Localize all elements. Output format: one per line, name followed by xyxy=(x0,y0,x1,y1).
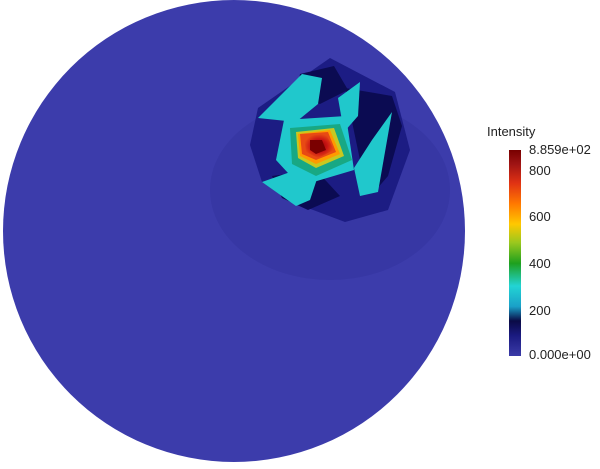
colorbar-min-label: 0.000e+00 xyxy=(529,347,591,362)
colorbar-bar xyxy=(509,150,521,356)
colorbar-max-label: 8.859e+02 xyxy=(529,142,591,157)
colorbar-title: Intensity xyxy=(487,124,536,139)
hotspot-peak xyxy=(310,140,326,154)
colorbar-tick-800: 800 xyxy=(529,163,551,178)
hotspot-arms xyxy=(258,74,392,206)
colorbar-tick-600: 600 xyxy=(529,209,551,224)
colorbar-tick-200: 200 xyxy=(529,303,551,318)
colorbar-tick-400: 400 xyxy=(529,256,551,271)
